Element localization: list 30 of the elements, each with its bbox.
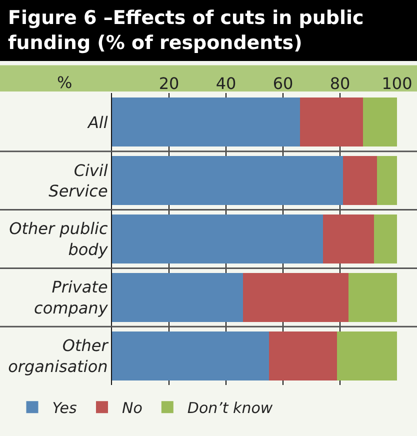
y-tick-label: Other organisation [8, 336, 110, 376]
x-tick-label: 40 [216, 74, 236, 93]
legend-label: Yes [52, 398, 77, 417]
bar [374, 214, 397, 264]
bar [377, 156, 397, 206]
x-axis-title: % [57, 73, 72, 92]
bar [268, 331, 338, 380]
x-tick-label: 60 [272, 74, 294, 93]
bar [112, 331, 269, 380]
legend-label: No [122, 398, 142, 417]
x-tick-label: 20 [158, 74, 180, 93]
bar [112, 214, 323, 264]
y-tick-label: Private company [34, 278, 108, 318]
x-tick-label: 80 [330, 74, 350, 93]
y-tick-label: Other public body [9, 219, 108, 259]
bar [243, 272, 349, 322]
y-tick-label: All [86, 112, 108, 132]
bar [348, 272, 397, 322]
chart-title: Figure 6 –Effects of cuts in public funding (% of respondents) [0, 0, 417, 61]
bar [112, 98, 300, 147]
y-tick-label: Civil Service [48, 160, 108, 201]
bar [112, 272, 244, 322]
bar [322, 214, 374, 264]
bar [337, 331, 397, 380]
legend-label: Don’t know [187, 398, 274, 417]
bar [112, 156, 343, 206]
x-tick-label: 100 [382, 74, 412, 93]
bar [342, 156, 378, 206]
bar [300, 98, 363, 147]
bar [362, 98, 397, 147]
